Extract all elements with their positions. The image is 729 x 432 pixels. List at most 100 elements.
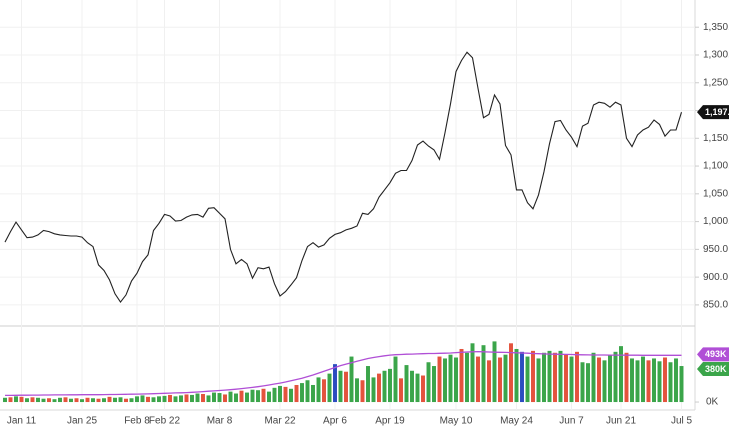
volume-bar	[85, 397, 90, 403]
volume-bar	[278, 385, 282, 403]
x-tick-label: Jun 21	[606, 416, 636, 427]
volume-bar	[151, 397, 156, 403]
x-tick-label: Feb 22	[149, 416, 181, 427]
volume-bar	[470, 343, 475, 403]
volume-bar	[146, 396, 150, 403]
volume-bar	[289, 388, 293, 403]
volume-bar	[118, 397, 123, 403]
volume-bar	[492, 341, 497, 403]
price-line	[4, 51, 683, 304]
volume-bar	[25, 398, 29, 403]
volume-bar	[580, 362, 585, 403]
volume-bar	[91, 398, 95, 403]
volume-bar	[410, 370, 414, 403]
volume-bar	[415, 373, 420, 403]
volume-bar	[520, 351, 524, 403]
y-tick-label: 850.0	[703, 300, 728, 311]
volume-bar	[173, 396, 178, 403]
volume-ma-line	[5, 350, 682, 397]
volume-bar	[8, 397, 13, 403]
volume-bar	[421, 375, 425, 403]
volume-bar	[652, 358, 656, 403]
volume-bar	[624, 352, 629, 403]
volume-bar	[333, 364, 337, 403]
volume-bar	[679, 366, 684, 403]
volume-bar	[459, 348, 464, 403]
volume-bar	[635, 360, 640, 403]
y-tick-label: 1,000.0	[703, 216, 729, 227]
volume-bar	[536, 358, 541, 403]
volume-bar	[300, 383, 304, 403]
volume-bar	[476, 356, 480, 403]
x-tick-label: Jan 11	[7, 416, 37, 427]
volume-bar	[261, 388, 266, 403]
volume-bar	[30, 397, 35, 403]
volume-bar	[338, 370, 343, 403]
volume-bar	[388, 368, 392, 403]
volume-bar	[404, 365, 409, 403]
volume-bar	[96, 398, 101, 403]
volume-bar	[608, 354, 612, 403]
volume-bar	[74, 398, 79, 403]
volume-bar	[135, 396, 139, 403]
volume-bar	[190, 394, 194, 403]
volume-bar	[498, 357, 502, 403]
volume-bar	[641, 356, 645, 403]
volume-bar	[630, 358, 634, 403]
volume-bar	[382, 370, 387, 403]
volume-bar	[245, 392, 249, 403]
volume-bar	[377, 373, 381, 403]
volume-bar	[514, 348, 519, 403]
x-tick-label: Feb 8	[124, 416, 150, 427]
x-tick-label: May 24	[500, 416, 533, 427]
y-tick-label: 1,350.0	[703, 22, 729, 33]
volume-bar	[140, 395, 145, 403]
volume-bar	[454, 357, 458, 403]
volume-bar	[360, 380, 365, 403]
volume-bar	[239, 390, 244, 403]
volume-bar	[569, 356, 574, 403]
x-tick-label: Jan 25	[67, 416, 97, 427]
volume-bar	[509, 343, 513, 403]
volume-bar	[250, 389, 255, 403]
volume-bar	[613, 351, 618, 403]
y-tick-label: 1,050.0	[703, 188, 729, 199]
volume-bar	[558, 350, 563, 403]
volume-bar	[14, 396, 18, 403]
volume-bar	[487, 360, 491, 403]
volume-bar	[47, 398, 51, 403]
volume-bar	[228, 391, 233, 403]
y-tick-label: 1,100.0	[703, 161, 729, 172]
volume-bar	[168, 394, 172, 403]
volume-bar	[305, 380, 310, 403]
y-tick-label: 1,300.0	[703, 50, 729, 61]
x-tick-label: Apr 19	[375, 416, 405, 427]
volume-bar	[3, 397, 7, 403]
x-tick-label: Apr 6	[323, 416, 347, 427]
volume-bar	[426, 362, 431, 403]
volume-bar	[553, 352, 557, 403]
volume-bar	[443, 358, 447, 403]
volume-bar	[525, 356, 530, 403]
volume-bar	[107, 396, 112, 403]
volume-bar	[481, 345, 486, 403]
volume-bar	[322, 379, 326, 403]
volume-bar	[371, 377, 376, 403]
volume-bar	[256, 390, 260, 403]
volume-bar	[448, 354, 453, 403]
x-tick-label: May 10	[440, 416, 473, 427]
volume-bar	[217, 393, 222, 403]
volume-bar	[657, 361, 662, 403]
volume-bar	[591, 352, 596, 403]
y-tick-label: 900.0	[703, 272, 728, 283]
volume-bar	[294, 384, 299, 403]
volume-bar	[63, 397, 68, 403]
volume-bar	[366, 366, 370, 403]
volume-bar	[575, 351, 579, 403]
volume-bar	[184, 394, 189, 403]
volume-bar	[646, 360, 651, 403]
y-tick-label: 1,150.0	[703, 133, 729, 144]
volume-bar	[465, 352, 469, 403]
